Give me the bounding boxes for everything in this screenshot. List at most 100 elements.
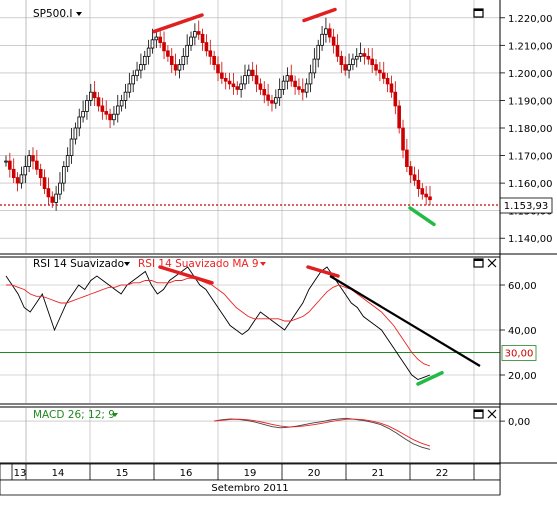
candle-body — [293, 80, 297, 88]
candle-body — [331, 36, 336, 46]
candle-body — [196, 31, 201, 35]
candle-body — [46, 188, 51, 198]
candle-body — [428, 196, 432, 201]
candle-body — [15, 177, 20, 184]
rsi-divergence-green — [416, 371, 444, 386]
macd-y-axis: 0,00 — [500, 417, 530, 428]
candle-body — [381, 72, 386, 79]
rsi-divergence-red — [306, 265, 340, 278]
candle-body — [69, 138, 74, 156]
y-tick-label: 1.170,00 — [508, 152, 553, 163]
y-tick-label: 0,00 — [508, 417, 530, 428]
candle-body — [247, 69, 251, 77]
candle-body — [85, 100, 89, 112]
candle-body — [77, 116, 82, 129]
candle-body — [351, 58, 355, 66]
rsi-downtrend-line — [329, 275, 481, 367]
rsi-ma-title[interactable]: RSI 14 Suavizado MA 9 — [138, 258, 259, 270]
candle-body — [227, 80, 232, 85]
x-axis-month-label: Setembro 2011 — [211, 483, 288, 494]
y-tick-label: 40,00 — [508, 326, 537, 337]
rsi-series-line — [5, 266, 431, 381]
candle-body — [389, 83, 394, 93]
panel-separators — [0, 0, 557, 495]
candle-body — [89, 91, 93, 101]
rsi-annotations — [158, 265, 481, 386]
candle-body — [223, 78, 228, 82]
x-tick-label: 14 — [52, 468, 65, 479]
candle-body — [320, 33, 324, 46]
price-annotations — [152, 7, 436, 227]
candle-body — [166, 50, 170, 57]
candle-body — [393, 91, 398, 107]
candle-body — [220, 72, 224, 79]
candle-body — [254, 75, 259, 85]
candle-body — [100, 105, 105, 112]
y-tick-label: 1.160,00 — [508, 179, 553, 190]
candle-body — [81, 111, 85, 118]
candle-body — [300, 89, 305, 93]
candle-body — [150, 39, 155, 49]
dropdown-triangle-icon[interactable] — [76, 12, 82, 16]
dropdown-triangle-icon[interactable] — [124, 262, 130, 266]
candle-body — [258, 83, 263, 90]
candle-body — [11, 168, 16, 178]
candle-body — [231, 83, 236, 88]
y-tick-label: 1.180,00 — [508, 124, 553, 135]
candle-body — [385, 78, 390, 85]
candle-body — [416, 179, 421, 190]
dropdown-triangle-icon[interactable] — [112, 413, 118, 417]
x-axis: Setembro 2011 — [0, 463, 501, 496]
macd-panel: 0,00 MACD 26; 12; 9 — [0, 408, 530, 462]
candle-body — [50, 196, 55, 203]
close-x-icon[interactable] — [487, 409, 497, 419]
rsi-divergence-red — [158, 265, 214, 285]
x-tick-label: 20 — [308, 468, 321, 479]
candle-body — [405, 149, 409, 167]
x-axis-ticks: 13 14 15 16 19 20 21 22 — [11, 464, 475, 480]
last-price-label: 1.153,93 — [504, 201, 549, 212]
candle-body — [397, 105, 401, 129]
candle-body — [8, 160, 12, 170]
candle-body — [92, 91, 97, 99]
rsi-panel: 20,00 40,00 60,00 30,00 RSI 14 Suavizado R… — [0, 258, 537, 403]
y-tick-label: 1.140,00 — [508, 234, 553, 245]
candle-body — [274, 97, 278, 104]
candle-body — [347, 64, 351, 71]
candle-body — [285, 75, 290, 82]
candle-body — [208, 50, 213, 57]
rsi-grid — [0, 258, 500, 403]
candle-body — [289, 75, 294, 82]
x-tick-label: 16 — [180, 468, 193, 479]
rsi-panel-title[interactable]: RSI 14 Suavizado — [33, 258, 124, 270]
candle-body — [412, 174, 417, 181]
candle-body — [262, 89, 267, 96]
candle-body — [112, 113, 116, 121]
candle-body — [185, 44, 189, 57]
candle-body — [250, 69, 255, 77]
candle-body — [135, 69, 139, 77]
x-tick-label: 21 — [372, 468, 385, 479]
candle-body — [96, 97, 101, 107]
candle-body — [177, 64, 182, 71]
close-x-icon[interactable] — [487, 258, 497, 268]
candle-body — [142, 55, 147, 66]
candle-body — [154, 36, 159, 41]
dropdown-triangle-icon[interactable] — [260, 262, 266, 266]
macd-series-line — [213, 417, 431, 450]
x-tick-label: 19 — [244, 468, 257, 479]
candle-body — [131, 75, 136, 85]
candle-body — [104, 111, 109, 115]
candle-body — [354, 55, 359, 60]
divergence-line-red — [302, 7, 337, 23]
candle-body — [162, 42, 166, 52]
candle-body — [54, 193, 58, 203]
candle-body — [401, 127, 405, 151]
candle-body — [108, 113, 112, 121]
y-tick-label: 1.200,00 — [508, 69, 553, 80]
candle-body — [42, 177, 47, 190]
candle-body — [19, 174, 24, 184]
price-panel-title[interactable]: SP500.I — [33, 8, 72, 20]
macd-panel-title[interactable]: MACD 26; 12; 9 — [33, 409, 115, 421]
